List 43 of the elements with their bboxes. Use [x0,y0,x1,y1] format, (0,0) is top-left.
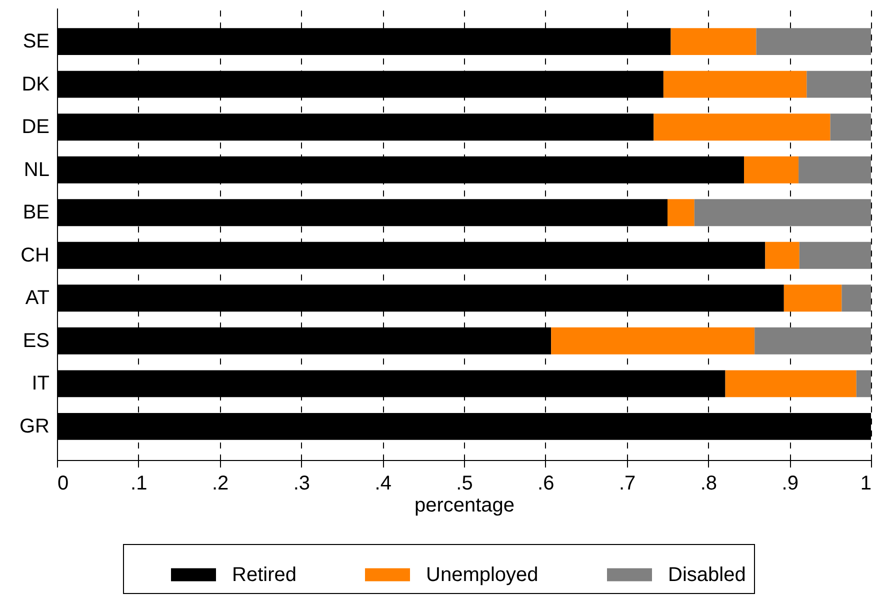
x-tick-label: .1 [130,472,148,494]
x-tick-label: 1 [860,472,872,494]
bar [842,284,871,312]
bar [830,114,871,141]
bar [784,284,842,312]
bar [754,327,871,354]
bar [856,370,871,398]
y-tick-label: DK [22,73,50,96]
x-tick-label: 0 [58,472,69,494]
x-tick-label: .3 [293,472,310,494]
bar [654,114,830,141]
bar [756,28,871,56]
bar [744,156,799,184]
y-tick-label: IT [32,372,50,395]
bar [668,199,694,226]
y-tick-label: DE [22,116,50,138]
y-tick-label: CH [20,244,50,266]
legend-label: Unemployed [426,564,538,586]
x-tick-label: .9 [782,472,798,494]
y-tick-label: ES [22,330,50,352]
legend-label: Retired [232,564,296,586]
x-tick-label: .8 [700,472,718,494]
bar [725,370,856,398]
x-tick-label: .7 [618,472,636,494]
y-tick-label: GR [20,415,50,438]
x-tick-label: .2 [212,472,229,494]
bar [551,327,755,354]
y-tick-label: BE [22,202,50,224]
y-tick-label: SE [22,30,50,53]
y-tick-label: NL [24,158,50,181]
bar [765,242,800,269]
y-tick-label: AT [25,287,50,310]
bar [663,70,807,98]
bar [798,156,871,184]
x-tick-label: .5 [456,472,473,494]
x-axis-title: percentage [414,494,515,516]
legend-label: Disabled [668,564,746,586]
bar [694,199,871,226]
bar [799,242,871,269]
bar [670,28,756,56]
x-tick-label: .6 [538,472,554,494]
x-tick-label: .4 [374,472,392,494]
bar [806,70,871,98]
